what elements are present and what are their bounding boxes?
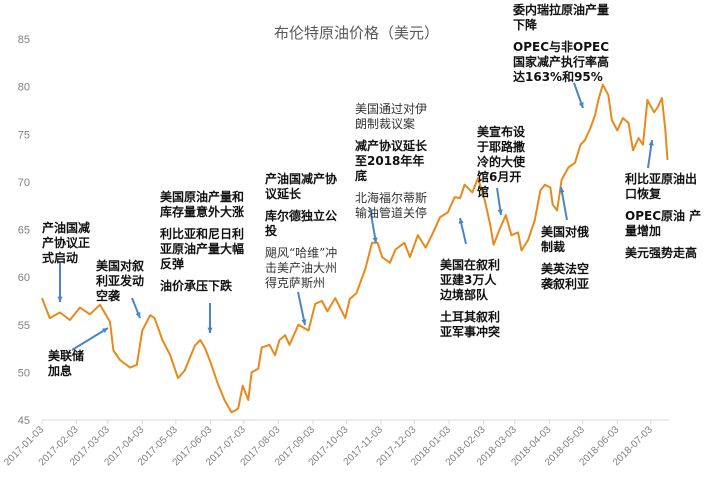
y-tick-label: 55 xyxy=(18,320,30,332)
arrowhead-icon xyxy=(372,237,378,243)
annotation-text: 美国对俄制裁 xyxy=(541,225,590,254)
annotation-text: 美英法空袭叙利亚 xyxy=(541,262,590,291)
y-tick-label: 70 xyxy=(18,177,30,189)
annotation-text: 产油国减产协议延长 xyxy=(265,172,338,201)
annotation-cut-extended: 产油国减产协议延长 库尔德独立公投 飓风“哈维”冲击美产油大州得克萨斯州 xyxy=(265,172,342,298)
arrow-icon xyxy=(560,186,568,221)
annotation-text: 美国原油产量和库存量意外大涨 xyxy=(160,190,245,219)
annotation-text: 利比亚原油出口恢复 xyxy=(625,172,698,201)
annotation-text: 土耳其叙利亚军事冲突 xyxy=(440,310,501,339)
arrowhead-icon xyxy=(135,312,141,318)
annotation-text: 美国在叙利亚建3万人边境部队 xyxy=(440,258,501,302)
annotation-text: OPEC原油 产量增加 xyxy=(625,209,702,238)
annotation-iran-sanctions: 美国通过对伊朗制裁议案 减产协议延长至2018年年底 北海福尔蒂斯输油管道关停 xyxy=(355,102,433,228)
annotation-us-output: 美国原油产量和库存量意外大涨 利比亚和尼日利亚原油产量大幅反弹 油价承压下跌 xyxy=(160,190,249,301)
annotation-text: 美宣布设于耶路撒冷的大使馆6月开馆 xyxy=(477,125,526,199)
annotation-text: 美元强势走高 xyxy=(625,246,698,260)
annotation-syria-border: 美国在叙利亚建3万人边境部队 土耳其叙利亚军事冲突 xyxy=(440,258,506,347)
annotation-text: 利比亚和尼日利亚原油产量大幅反弹 xyxy=(160,227,245,271)
arrowhead-icon xyxy=(207,327,213,333)
arrow-icon xyxy=(71,327,109,351)
arrowhead-icon xyxy=(301,319,307,325)
arrow-icon xyxy=(369,207,377,244)
arrowhead-icon xyxy=(578,102,584,108)
annotation-jerusalem-embassy: 美宣布设于耶路撒冷的大使馆6月开馆 xyxy=(477,125,529,207)
annotation-text: OPEC与非OPEC国家减产执行率高达163%和95% xyxy=(513,40,610,84)
annotation-text: 飓风“哈维”冲击美产油大州得克萨斯州 xyxy=(265,246,338,290)
annotation-venezuela: 委内瑞拉原油产量下降 OPEC与非OPEC国家减产执行率高达163%和95% xyxy=(513,3,615,92)
annotation-opec-cut-start: 产油国减产协议正式启动 xyxy=(42,221,94,273)
annotation-text: 美国通过对伊朗制裁议案 xyxy=(355,102,428,131)
y-tick-label: 50 xyxy=(18,367,30,379)
y-tick-label: 80 xyxy=(18,82,30,94)
y-tick-label: 65 xyxy=(18,225,30,237)
arrowhead-icon xyxy=(648,140,654,146)
arrow-icon xyxy=(297,291,306,326)
y-axis: 45 50 55 60 65 70 75 80 85 xyxy=(18,34,30,427)
annotation-text: 减产协议延长至2018年年底 xyxy=(355,139,428,183)
annotation-text: 库尔德独立公投 xyxy=(265,209,338,238)
annotation-text: 美联储加息 xyxy=(48,349,85,378)
annotation-text: 委内瑞拉原油产量下降 xyxy=(513,3,610,32)
arrowhead-icon xyxy=(57,296,63,302)
annotation-fed-hike: 美联储加息 xyxy=(48,349,88,386)
annotation-text: 美国对叙利亚发动空袭 xyxy=(96,259,145,303)
arrowhead-icon xyxy=(458,218,464,224)
y-tick-label: 45 xyxy=(18,415,30,427)
annotation-syria-strike: 美国对叙利亚发动空袭 xyxy=(96,259,148,311)
chart-title: 布伦特原油价格（美元） xyxy=(273,24,439,42)
y-tick-label: 60 xyxy=(18,272,30,284)
arrowhead-icon xyxy=(497,209,503,215)
series-line-brent xyxy=(41,83,669,414)
annotation-text: 北海福尔蒂斯输油管道关停 xyxy=(355,191,428,220)
annotation-libya-exports: 利比亚原油出口恢复 OPEC原油 产量增加 美元强势走高 xyxy=(625,172,703,268)
annotation-russia-sanctions: 美国对俄制裁 美英法空袭叙利亚 xyxy=(541,225,593,299)
x-axis: 2017-01-032017-02-032017-03-032017-04-03… xyxy=(2,419,669,468)
y-tick-label: 85 xyxy=(18,34,30,46)
annotation-arrows xyxy=(57,82,654,351)
y-tick-label: 75 xyxy=(18,129,30,141)
arrowhead-icon xyxy=(559,187,565,193)
annotation-text: 产油国减产协议正式启动 xyxy=(42,221,91,265)
arrowhead-icon xyxy=(102,328,108,334)
annotation-text: 油价承压下跌 xyxy=(160,279,233,293)
